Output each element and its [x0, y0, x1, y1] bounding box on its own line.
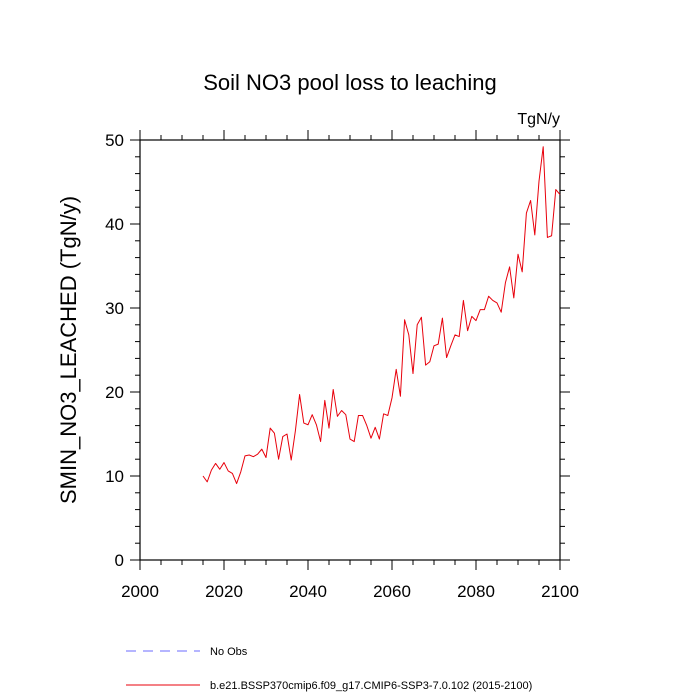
x-tick-label: 2020: [205, 582, 243, 601]
chart-title: Soil NO3 pool loss to leaching: [203, 70, 497, 95]
y-axis-label: SMIN_NO3_LEACHED (TgN/y): [56, 196, 81, 504]
legend-label: No Obs: [210, 646, 248, 658]
series-layer: [202, 146, 561, 485]
axis-ticks: [130, 130, 570, 570]
x-tick-label: 2080: [457, 582, 495, 601]
x-tick-label: 2000: [121, 582, 159, 601]
y-tick-label: 20: [105, 383, 124, 402]
x-tick-label: 2100: [541, 582, 579, 601]
y-tick-label: 10: [105, 467, 124, 486]
legend: No Obs b.e21.BSSP370cmip6.f09_g17.CMIP6-S…: [126, 646, 532, 692]
x-tick-label: 2060: [373, 582, 411, 601]
plot-frame: [139, 139, 561, 561]
y-tick-label: 30: [105, 299, 124, 318]
series-line: [202, 146, 561, 485]
legend-label: b.e21.BSSP370cmip6.f09_g17.CMIP6-SSP3-7.…: [210, 680, 532, 692]
y-tick-label: 50: [105, 131, 124, 150]
y-tick-label: 0: [115, 551, 124, 570]
axis-tick-labels: 2000 2020 2040 2060 2080 2100 0 10 20 30 40 50: [105, 131, 579, 601]
y-tick-label: 40: [105, 215, 124, 234]
units-label: TgN/y: [517, 111, 560, 128]
x-tick-label: 2040: [289, 582, 327, 601]
